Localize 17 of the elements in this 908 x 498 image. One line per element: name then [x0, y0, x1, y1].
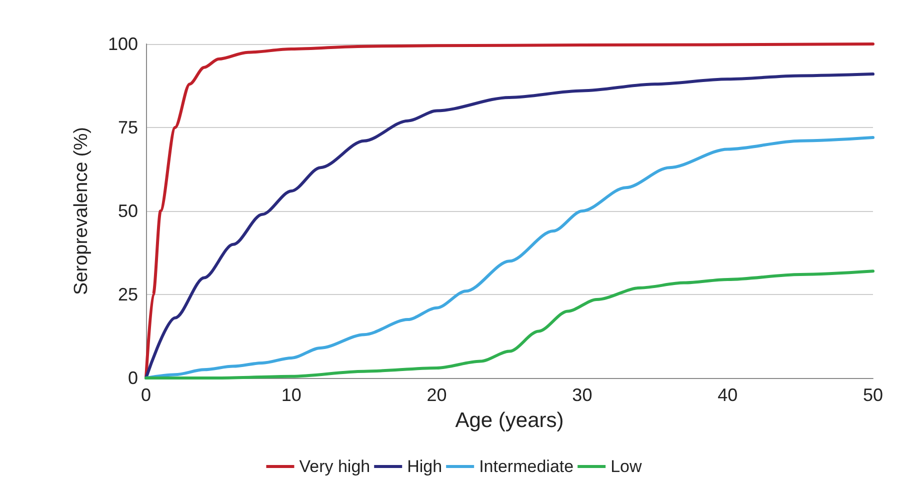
legend-label: Low: [610, 457, 642, 476]
x-tick-label: 20: [426, 385, 447, 405]
y-tick-label: 25: [118, 284, 138, 304]
x-tick-label: 10: [281, 385, 302, 405]
y-tick-label: 100: [108, 34, 138, 54]
x-tick-label: 30: [572, 385, 592, 405]
y-tick-label: 50: [118, 201, 138, 221]
y-axis-title: Seroprevalence (%): [71, 127, 92, 295]
x-tick-label: 40: [718, 385, 738, 405]
y-tick-label: 75: [118, 118, 138, 138]
x-tick-label: 0: [140, 385, 152, 405]
y-tick-label: 0: [128, 368, 138, 388]
legend-label: Very high: [299, 457, 370, 476]
legend-label: High: [407, 457, 442, 476]
x-tick-label: 50: [862, 385, 884, 405]
legend-label: Intermediate: [479, 457, 574, 476]
x-axis-title: Age (years): [455, 409, 564, 432]
